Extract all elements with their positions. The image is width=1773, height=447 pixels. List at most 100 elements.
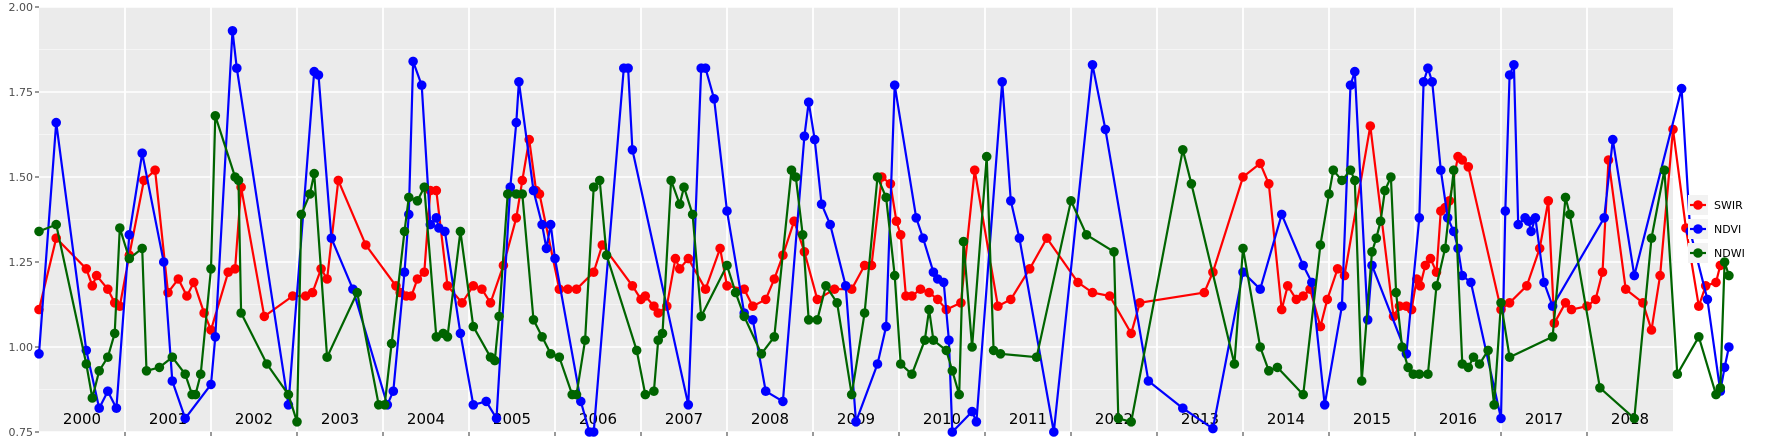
data-point-ndvi bbox=[700, 63, 711, 73]
data-point-ndwi bbox=[537, 332, 547, 342]
data-point-swir bbox=[571, 284, 582, 295]
data-point-ndvi bbox=[210, 332, 221, 342]
data-point-ndvi bbox=[1539, 277, 1549, 288]
data-point-ndwi bbox=[907, 369, 917, 380]
data-point-ndvi bbox=[1423, 63, 1433, 73]
legend-key-point bbox=[1693, 224, 1703, 234]
data-point-ndvi bbox=[51, 117, 61, 128]
year-label: 2002 bbox=[235, 410, 273, 428]
data-point-swir bbox=[287, 291, 298, 301]
data-point-swir bbox=[1006, 294, 1016, 305]
data-point-ndwi bbox=[210, 111, 221, 121]
data-point-swir bbox=[640, 291, 651, 301]
data-point-ndwi bbox=[309, 168, 320, 179]
data-point-ndvi bbox=[1466, 277, 1476, 288]
data-point-ndvi bbox=[947, 427, 958, 437]
year-label: 2014 bbox=[1267, 410, 1305, 428]
data-point-ndwi bbox=[1337, 175, 1347, 186]
data-point-swir bbox=[115, 301, 125, 312]
data-point-ndvi bbox=[34, 349, 44, 359]
data-point-ndwi bbox=[872, 172, 883, 182]
data-point-ndvi bbox=[809, 134, 820, 145]
data-point-ndvi bbox=[180, 413, 190, 424]
year-label: 2006 bbox=[579, 410, 617, 428]
data-point-ndvi bbox=[778, 396, 788, 407]
data-point-swir bbox=[1457, 155, 1468, 165]
data-point-ndvi bbox=[111, 403, 122, 414]
data-point-ndwi bbox=[920, 335, 930, 346]
data-point-ndvi bbox=[1208, 423, 1218, 434]
data-point-ndvi bbox=[1676, 83, 1687, 94]
data-point-ndwi bbox=[442, 332, 453, 342]
data-point-ndvi bbox=[227, 26, 238, 36]
data-point-ndwi bbox=[812, 315, 823, 325]
data-point-ndwi bbox=[81, 359, 92, 369]
data-point-ndwi bbox=[517, 189, 528, 199]
data-point-ndwi bbox=[1483, 345, 1493, 356]
data-point-ndwi bbox=[1724, 270, 1734, 281]
data-point-swir bbox=[1298, 291, 1308, 301]
legend-item-swir: SWIR bbox=[1688, 195, 1743, 215]
axes: 0.75 1.00 1.25 1.50 1.75 2.00 bbox=[9, 1, 1588, 439]
data-point-ndwi bbox=[379, 400, 390, 410]
data-point-ndwi bbox=[34, 226, 44, 237]
data-point-swir bbox=[182, 291, 192, 301]
y-tick-label: 1.75 bbox=[9, 86, 34, 99]
data-point-ndwi bbox=[399, 226, 410, 237]
data-point-ndwi bbox=[494, 311, 504, 322]
data-point-ndwi bbox=[305, 189, 315, 199]
year-labels: 2000200120022003200420052006200720082009… bbox=[63, 410, 1649, 428]
data-point-ndwi bbox=[1113, 413, 1124, 424]
data-point-ndwi bbox=[1255, 342, 1265, 352]
data-point-ndwi bbox=[296, 209, 307, 220]
data-point-swir bbox=[739, 284, 749, 295]
data-point-ndvi bbox=[232, 63, 242, 73]
data-point-swir bbox=[1597, 267, 1608, 278]
data-point-ndvi bbox=[1319, 400, 1330, 410]
data-point-ndwi bbox=[846, 389, 857, 400]
data-point-ndvi bbox=[313, 70, 324, 80]
data-point-ndwi bbox=[722, 260, 732, 271]
data-point-swir bbox=[477, 284, 487, 295]
data-point-ndvi bbox=[627, 145, 638, 155]
data-point-ndwi bbox=[386, 338, 397, 349]
legend-label: NDWI bbox=[1714, 247, 1745, 260]
data-point-ndvi bbox=[683, 400, 694, 410]
data-point-swir bbox=[1694, 301, 1704, 312]
data-point-ndvi bbox=[514, 77, 524, 87]
data-point-ndvi bbox=[399, 267, 410, 278]
data-point-ndvi bbox=[388, 386, 399, 397]
data-point-swir bbox=[1332, 264, 1343, 274]
year-label: 2011 bbox=[1009, 410, 1047, 428]
year-label: 2016 bbox=[1439, 410, 1477, 428]
data-point-swir bbox=[87, 281, 98, 291]
data-point-ndvi bbox=[1599, 213, 1609, 223]
data-point-ndwi bbox=[859, 308, 870, 318]
data-point-ndvi bbox=[408, 56, 418, 67]
y-tick-label: 1.50 bbox=[9, 171, 34, 184]
series-swir bbox=[34, 121, 1726, 339]
data-point-ndvi bbox=[1719, 362, 1730, 373]
data-point-ndwi bbox=[51, 219, 61, 230]
data-point-ndvi bbox=[1513, 219, 1523, 230]
data-point-ndwi bbox=[1391, 287, 1401, 298]
data-point-swir bbox=[431, 185, 442, 196]
data-point-ndvi bbox=[167, 376, 178, 386]
data-point-ndwi bbox=[1229, 359, 1240, 369]
data-point-ndwi bbox=[1386, 172, 1396, 182]
data-point-ndwi bbox=[1547, 332, 1558, 342]
data-point-ndwi bbox=[1474, 359, 1485, 369]
data-point-ndwi bbox=[103, 352, 113, 363]
data-point-swir bbox=[189, 277, 199, 288]
data-point-ndwi bbox=[1448, 165, 1459, 175]
data-point-ndvi bbox=[709, 94, 719, 104]
data-point-ndvi bbox=[816, 199, 827, 209]
data-point-ndwi bbox=[1463, 362, 1474, 373]
data-point-ndwi bbox=[1595, 383, 1605, 393]
data-point-ndwi bbox=[739, 311, 749, 322]
data-point-swir bbox=[103, 284, 113, 295]
series-ndwi bbox=[34, 111, 1734, 427]
data-point-ndvi bbox=[1178, 403, 1188, 414]
data-point-ndwi bbox=[1496, 298, 1506, 308]
